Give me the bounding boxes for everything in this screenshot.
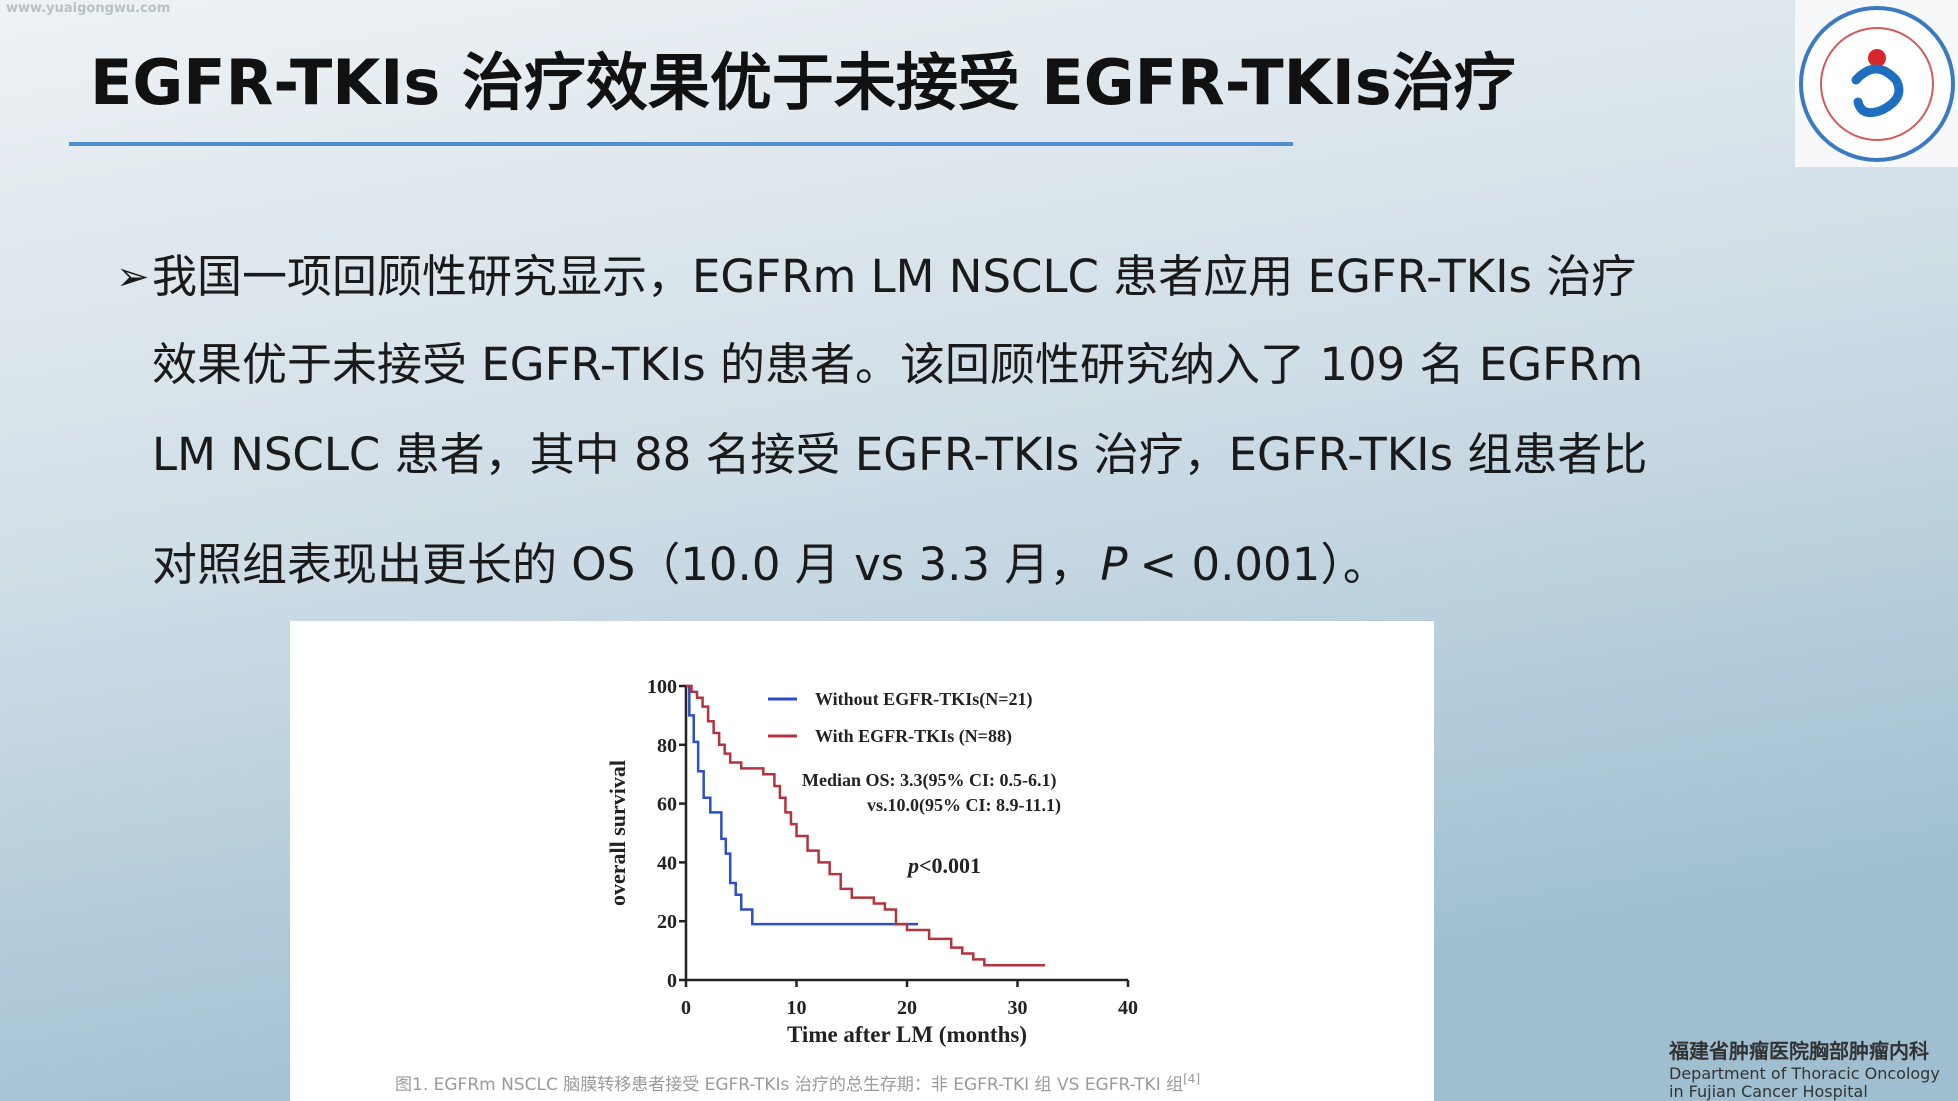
- watermark: www.yuaigongwu.com: [6, 1, 170, 16]
- body-segment: < 0.001）。: [1139, 538, 1387, 591]
- bullet: ➢: [116, 254, 150, 300]
- y-tick-label: 80: [657, 735, 677, 757]
- p-symbol: p: [906, 853, 919, 878]
- footer-line: 福建省肿瘤医院胸部肿瘤内科: [1668, 1039, 1929, 1063]
- y-tick-label: 0: [667, 970, 677, 992]
- figure-caption: 图1. EGFRm NSCLC 脑膜转移患者接受 EGFR-TKIs 治疗的总生…: [395, 1072, 1200, 1095]
- y-axis-label: overall survival: [605, 760, 630, 906]
- footer-line: Department of Thoracic Oncology: [1669, 1064, 1940, 1083]
- slide-title: EGFR-TKIs 治疗效果优于未接受 EGFR-TKIs治疗: [90, 46, 1516, 119]
- x-tick-label: 40: [1118, 997, 1138, 1019]
- x-tick-label: 30: [1008, 997, 1028, 1019]
- annotation: Median OS: 3.3(95% CI: 0.5-6.1): [802, 770, 1057, 791]
- footer-line: in Fujian Cancer Hospital: [1669, 1082, 1868, 1101]
- p-text: <0.001: [919, 853, 981, 878]
- y-tick-label: 20: [657, 911, 677, 933]
- legend-label: With EGFR-TKIs (N=88): [815, 726, 1012, 747]
- figure-panel: [290, 621, 1434, 1101]
- survival-curve: [686, 684, 919, 926]
- body-line: 我国一项回顾性研究显示，EGFRm LM NSCLC 患者应用 EGFR-TKI…: [152, 250, 1636, 303]
- legend-label: Without EGFR-TKIs(N=21): [815, 689, 1032, 710]
- body-line: LM NSCLC 患者，其中 88 名接受 EGFR-TKIs 治疗，EGFR-…: [152, 428, 1647, 481]
- caption-text: 图1. EGFRm NSCLC 脑膜转移患者接受 EGFR-TKIs 治疗的总生…: [395, 1075, 1183, 1095]
- body-line: 对照组表现出更长的 OS（10.0 月 vs 3.3 月， P < 0.001）。: [152, 538, 1388, 591]
- body-text: ➢ 我国一项回顾性研究显示，EGFRm LM NSCLC 患者应用 EGFR-T…: [116, 250, 1647, 591]
- x-tick-label: 20: [897, 997, 917, 1019]
- body-segment: P: [1100, 538, 1128, 591]
- body-segment: 对照组表现出更长的 OS（10.0 月 vs 3.3 月，: [152, 538, 1094, 591]
- chart: overall survival Time after LM (months) …: [605, 676, 1138, 1047]
- x-tick-label: 10: [787, 997, 807, 1019]
- p-value: p<0.001: [906, 853, 981, 878]
- survival-curve: [686, 684, 1046, 967]
- y-tick-label: 40: [657, 852, 677, 874]
- body-line: 效果优于未接受 EGFR-TKIs 的患者。该回顾性研究纳入了 109 名 EG…: [152, 338, 1643, 391]
- logo: [1795, 0, 1958, 167]
- x-tick-label: 0: [681, 997, 691, 1019]
- x-axis-label: Time after LM (months): [787, 1022, 1027, 1047]
- y-tick-label: 100: [647, 676, 677, 698]
- caption-ref: [4]: [1183, 1072, 1200, 1086]
- annotation: vs.10.0(95% CI: 8.9-11.1): [867, 795, 1061, 816]
- y-tick-label: 60: [657, 794, 677, 816]
